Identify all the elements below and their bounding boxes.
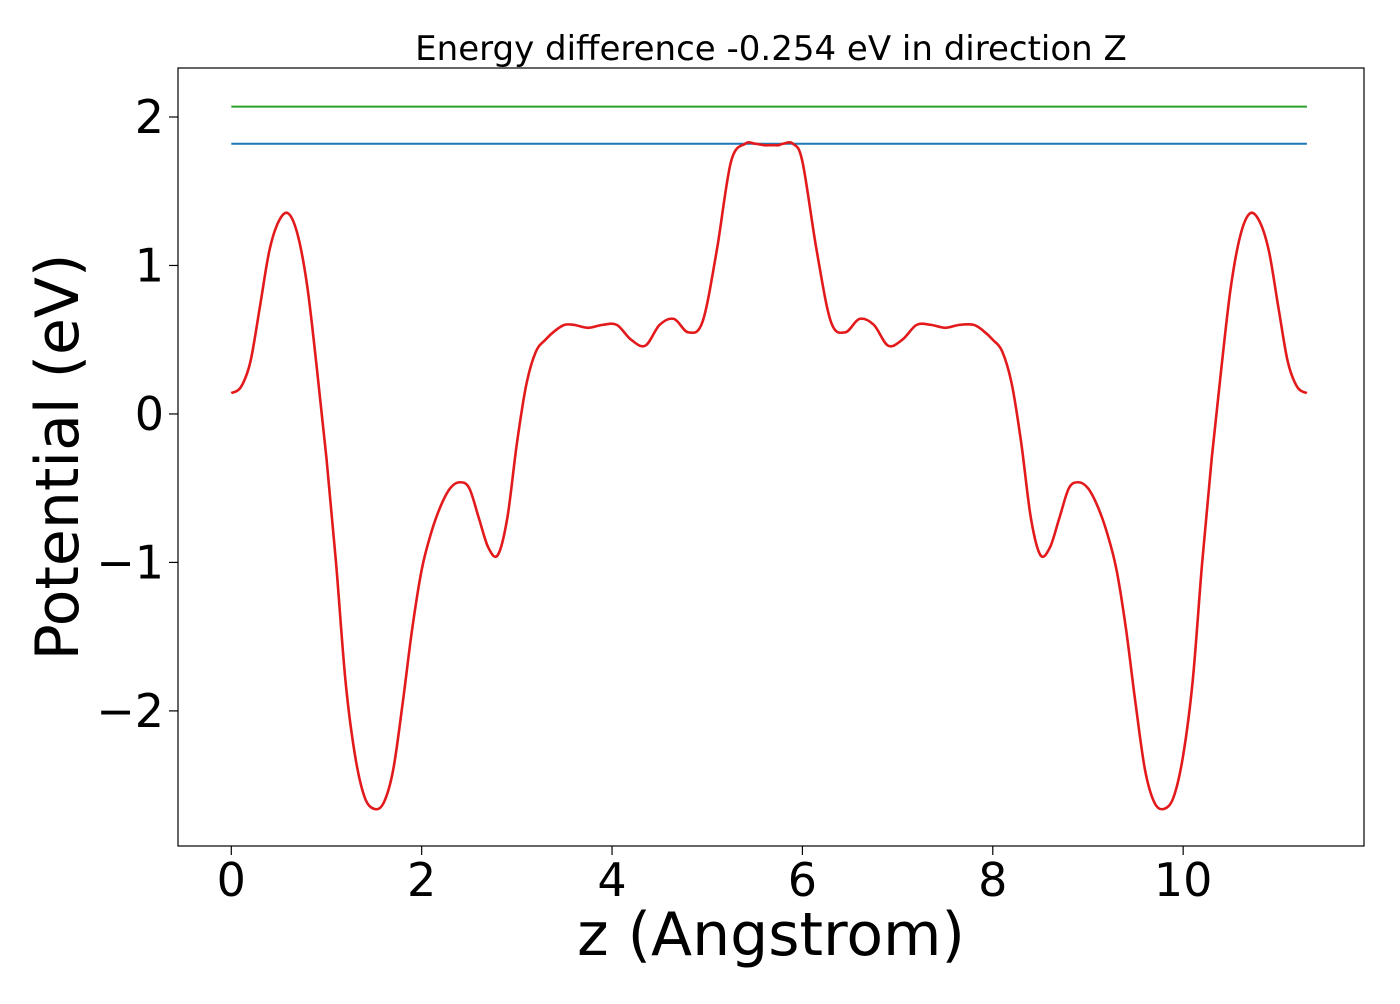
x-tick-label: 10 xyxy=(1154,853,1213,907)
x-tick-label: 6 xyxy=(788,853,817,907)
x-tick-label: 4 xyxy=(597,853,626,907)
plot-frame xyxy=(177,67,1365,847)
series-line-0 xyxy=(230,141,1308,811)
x-tick-label: 0 xyxy=(217,853,246,907)
y-axis-ticks: −2 −1 0 1 2 xyxy=(96,90,178,738)
x-axis-label: z (Angstrom) xyxy=(577,900,965,970)
y-tick-label: 0 xyxy=(135,387,164,441)
y-tick-label: −1 xyxy=(96,535,164,589)
y-axis-label: Potential (eV) xyxy=(23,254,93,661)
chart-title: Energy difference -0.254 eV in direction… xyxy=(415,29,1127,69)
y-tick-label: −2 xyxy=(96,684,164,738)
x-tick-label: 2 xyxy=(407,853,436,907)
x-axis-ticks: 0 2 4 6 8 10 xyxy=(217,846,1213,907)
x-tick-label: 8 xyxy=(978,853,1007,907)
y-tick-label: 1 xyxy=(135,238,164,292)
series-layer xyxy=(230,105,1308,811)
y-tick-label: 2 xyxy=(135,90,164,144)
